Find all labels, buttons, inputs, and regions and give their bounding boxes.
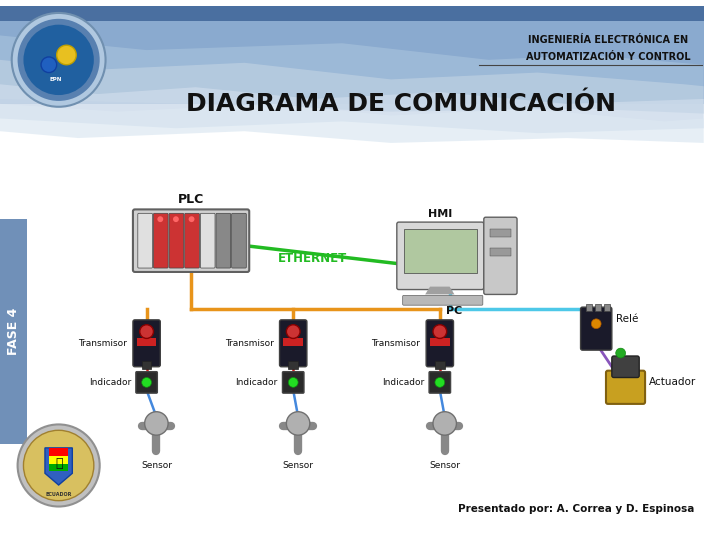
Bar [49,456,68,463]
Text: 🦅: 🦅 [55,457,63,470]
FancyBboxPatch shape [232,213,246,268]
FancyBboxPatch shape [429,372,451,393]
Bar [0,219,27,444]
Circle shape [591,319,601,329]
Circle shape [17,424,99,507]
Text: DIAGRAMA DE COMUNICACIÓN: DIAGRAMA DE COMUNICACIÓN [186,92,616,116]
Text: INGENIERÍA ELECTRÓNICA EN: INGENIERÍA ELECTRÓNICA EN [528,35,688,45]
FancyBboxPatch shape [282,372,304,393]
FancyBboxPatch shape [426,320,454,367]
Text: Transmisor: Transmisor [225,339,274,348]
Bar [284,339,303,346]
FancyBboxPatch shape [133,210,249,272]
Text: FASE 4: FASE 4 [7,308,20,355]
Polygon shape [0,36,703,104]
Text: Sensor: Sensor [283,461,314,470]
FancyBboxPatch shape [580,307,612,350]
FancyBboxPatch shape [402,295,483,305]
FancyBboxPatch shape [133,320,161,367]
FancyBboxPatch shape [484,217,517,294]
Circle shape [24,25,94,95]
Text: AUTOMATIZACIÓN Y CONTROL: AUTOMATIZACIÓN Y CONTROL [526,52,690,62]
Text: Actuador: Actuador [649,377,696,387]
Bar [435,361,445,369]
FancyBboxPatch shape [153,213,168,268]
FancyBboxPatch shape [169,213,184,268]
Circle shape [287,325,300,339]
Bar [49,463,68,471]
Text: EPN: EPN [50,77,62,82]
FancyBboxPatch shape [136,372,158,393]
Text: PLC: PLC [177,193,204,206]
Circle shape [616,348,626,358]
FancyBboxPatch shape [200,213,215,268]
Text: Indicador: Indicador [235,378,278,387]
Bar [137,339,156,346]
Polygon shape [0,60,703,113]
Text: PC: PC [446,306,463,316]
Bar [604,304,610,311]
FancyBboxPatch shape [216,213,230,268]
Polygon shape [45,448,72,485]
Bar [142,361,151,369]
Bar [0,6,703,21]
Circle shape [435,377,445,387]
Text: ETHERNET: ETHERNET [278,252,347,265]
Circle shape [140,325,153,339]
Bar [595,304,601,311]
Text: Sensor: Sensor [429,461,460,470]
FancyBboxPatch shape [404,229,477,273]
FancyBboxPatch shape [185,213,199,268]
Circle shape [145,411,168,435]
Text: HMI: HMI [428,210,452,219]
Text: Relé: Relé [616,314,638,324]
Text: Indicador: Indicador [89,378,131,387]
Circle shape [24,430,94,501]
Text: Presentado por: A. Correa y D. Espinosa: Presentado por: A. Correa y D. Espinosa [459,504,695,515]
Circle shape [57,45,76,65]
Text: Sensor: Sensor [141,461,172,470]
Bar [288,361,298,369]
Circle shape [173,216,179,222]
Circle shape [142,377,151,387]
Circle shape [433,325,446,339]
Bar [49,448,68,456]
FancyBboxPatch shape [612,356,639,377]
FancyBboxPatch shape [279,320,307,367]
Circle shape [17,19,99,101]
Text: Transmisor: Transmisor [372,339,420,348]
Circle shape [158,216,163,222]
Polygon shape [0,104,703,143]
Circle shape [12,13,106,107]
Bar [490,248,511,256]
Circle shape [41,57,57,72]
FancyBboxPatch shape [606,370,645,404]
Text: Transmisor: Transmisor [78,339,127,348]
Bar [490,229,511,237]
FancyBboxPatch shape [397,222,484,289]
Bar [430,339,449,346]
Circle shape [189,216,194,222]
Circle shape [288,377,298,387]
FancyBboxPatch shape [138,213,153,268]
Polygon shape [0,84,703,133]
Polygon shape [425,287,454,294]
Circle shape [287,411,310,435]
Circle shape [433,411,456,435]
Text: Indicador: Indicador [382,378,424,387]
Bar [586,304,593,311]
Bar [0,6,703,104]
Text: ECUADOR: ECUADOR [45,492,72,497]
